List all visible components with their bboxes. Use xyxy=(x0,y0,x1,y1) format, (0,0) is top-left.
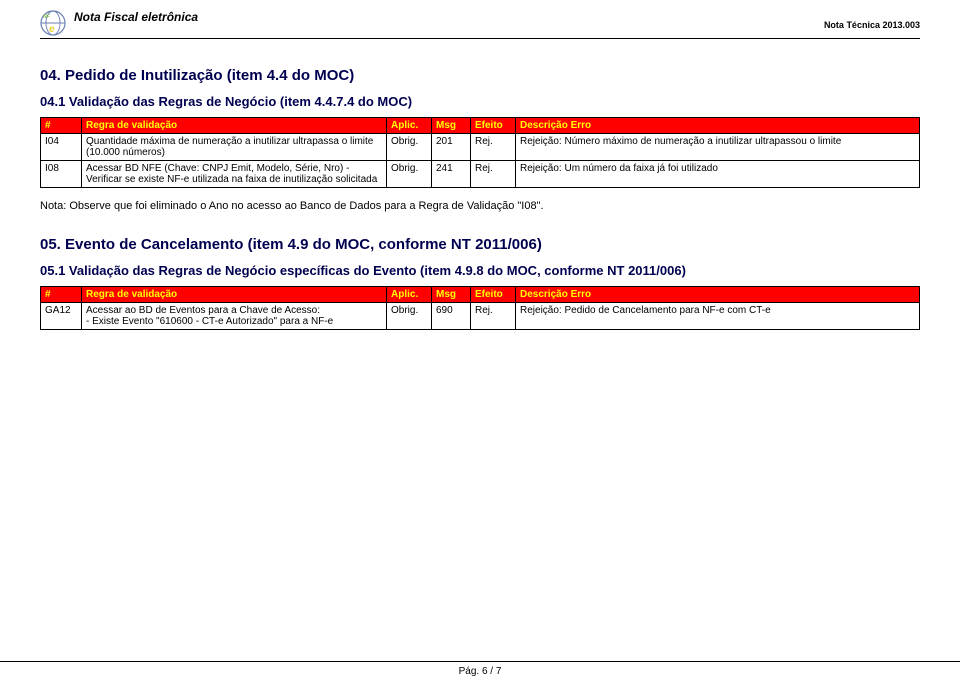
cell-msg: 241 xyxy=(432,161,471,188)
col-regra: Regra de validação xyxy=(82,118,387,134)
cell-regra: Quantidade máxima de numeração a inutili… xyxy=(82,134,387,161)
header-doc-ref: Nota Técnica 2013.003 xyxy=(824,10,920,30)
cell-aplic: Obrig. xyxy=(387,161,432,188)
cell-descr: Rejeição: Um número da faixa já foi util… xyxy=(516,161,920,188)
header-bar: NF e Nota Fiscal eletrônica Nota Técnica… xyxy=(40,10,920,39)
cell-regra: Acessar ao BD de Eventos para a Chave de… xyxy=(82,303,387,330)
cell-id: GA12 xyxy=(41,303,82,330)
cell-msg: 201 xyxy=(432,134,471,161)
cell-aplic: Obrig. xyxy=(387,134,432,161)
col-id: # xyxy=(41,118,82,134)
col-efeito: Efeito xyxy=(471,287,516,303)
section04-subtitle: 04.1 Validação das Regras de Negócio (it… xyxy=(40,94,920,109)
table-header-row: # Regra de validação Aplic. Msg Efeito D… xyxy=(41,118,920,134)
cell-aplic: Obrig. xyxy=(387,303,432,330)
col-regra: Regra de validação xyxy=(82,287,387,303)
cell-msg: 690 xyxy=(432,303,471,330)
col-msg: Msg xyxy=(432,287,471,303)
section04-title: 04. Pedido de Inutilização (item 4.4 do … xyxy=(40,67,920,84)
page-footer: Pág. 6 / 7 xyxy=(0,661,960,677)
col-descr: Descrição Erro xyxy=(516,287,920,303)
svg-text:NF: NF xyxy=(43,14,51,20)
col-id: # xyxy=(41,287,82,303)
table-header-row: # Regra de validação Aplic. Msg Efeito D… xyxy=(41,287,920,303)
table-row: I04 Quantidade máxima de numeração a inu… xyxy=(41,134,920,161)
cell-id: I04 xyxy=(41,134,82,161)
col-aplic: Aplic. xyxy=(387,287,432,303)
table-row: GA12 Acessar ao BD de Eventos para a Cha… xyxy=(41,303,920,330)
cell-descr: Rejeição: Pedido de Cancelamento para NF… xyxy=(516,303,920,330)
nfe-logo-icon: NF e xyxy=(40,10,66,36)
cell-efeito: Rej. xyxy=(471,134,516,161)
table-row: I08 Acessar BD NFE (Chave: CNPJ Emit, Mo… xyxy=(41,161,920,188)
section05-subtitle: 05.1 Validação das Regras de Negócio esp… xyxy=(40,263,920,278)
cell-regra: Acessar BD NFE (Chave: CNPJ Emit, Modelo… xyxy=(82,161,387,188)
cell-efeito: Rej. xyxy=(471,303,516,330)
section05-title: 05. Evento de Cancelamento (item 4.9 do … xyxy=(40,236,920,253)
cell-efeito: Rej. xyxy=(471,161,516,188)
page-number: Pág. 6 / 7 xyxy=(459,666,502,677)
cell-id: I08 xyxy=(41,161,82,188)
section04-table: # Regra de validação Aplic. Msg Efeito D… xyxy=(40,117,920,188)
cell-descr: Rejeição: Número máximo de numeração a i… xyxy=(516,134,920,161)
col-efeito: Efeito xyxy=(471,118,516,134)
header-title: Nota Fiscal eletrônica xyxy=(74,10,198,24)
svg-text:e: e xyxy=(49,24,55,35)
col-aplic: Aplic. xyxy=(387,118,432,134)
section04-note: Nota: Observe que foi eliminado o Ano no… xyxy=(40,200,920,212)
col-msg: Msg xyxy=(432,118,471,134)
section05-table: # Regra de validação Aplic. Msg Efeito D… xyxy=(40,286,920,330)
col-descr: Descrição Erro xyxy=(516,118,920,134)
